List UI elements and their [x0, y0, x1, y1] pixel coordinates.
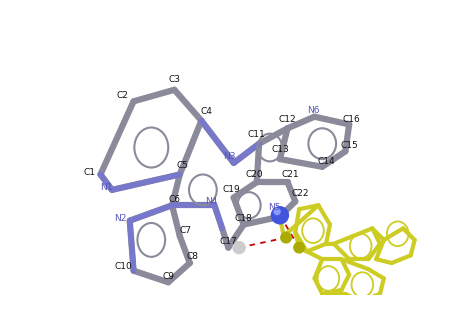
Text: C14: C14	[317, 157, 335, 166]
Text: C19: C19	[222, 185, 240, 194]
Text: C7: C7	[179, 226, 191, 235]
Text: C9: C9	[162, 272, 174, 281]
Circle shape	[281, 232, 292, 243]
Circle shape	[294, 242, 304, 253]
Text: C13: C13	[271, 145, 289, 154]
Text: N2: N2	[114, 214, 127, 223]
Text: C22: C22	[292, 189, 310, 198]
Text: C21: C21	[281, 170, 299, 179]
Text: C11: C11	[248, 130, 265, 139]
Circle shape	[271, 206, 289, 224]
Text: C17: C17	[219, 237, 237, 246]
Text: C3: C3	[168, 75, 181, 84]
Text: C15: C15	[340, 141, 358, 151]
Text: N6: N6	[307, 106, 319, 115]
Text: N1: N1	[100, 183, 113, 192]
Text: C16: C16	[343, 115, 360, 123]
Text: C18: C18	[235, 214, 253, 223]
Text: C12: C12	[278, 115, 296, 123]
Text: C8: C8	[187, 252, 199, 261]
Circle shape	[273, 208, 281, 215]
Text: C6: C6	[168, 195, 181, 204]
Circle shape	[233, 241, 245, 254]
Text: C2: C2	[116, 91, 128, 100]
Text: C20: C20	[246, 170, 263, 179]
Text: N4: N4	[205, 197, 218, 206]
Text: N3: N3	[224, 152, 236, 161]
Text: C5: C5	[176, 161, 188, 170]
Text: C1: C1	[84, 168, 96, 177]
Text: C4: C4	[201, 107, 213, 116]
Text: N5: N5	[268, 203, 281, 212]
Text: C10: C10	[115, 262, 132, 271]
